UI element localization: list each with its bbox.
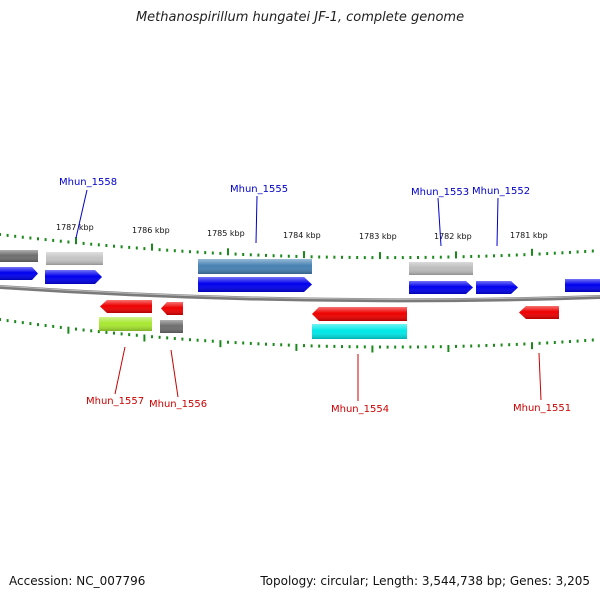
gene-arrow-reverse[interactable] — [312, 307, 407, 321]
gene-arrow-forward[interactable] — [565, 279, 600, 292]
label-leader-line — [255, 195, 258, 244]
gene-arrow-forward[interactable] — [198, 277, 312, 292]
gene-block-cyan[interactable] — [312, 324, 407, 339]
label-leader-line — [114, 346, 126, 395]
gene-label[interactable]: Mhun_1557 — [86, 396, 144, 407]
gene-block-lime[interactable] — [99, 317, 152, 331]
gene-arrow-forward[interactable] — [409, 281, 473, 294]
label-leader-line — [75, 189, 88, 239]
gene-block-lightgray[interactable] — [409, 262, 473, 275]
scale-label: 1786 kbp — [132, 226, 170, 235]
gene-label[interactable]: Mhun_1556 — [149, 399, 207, 410]
label-leader-line — [496, 197, 499, 247]
gene-arrow-reverse[interactable] — [519, 306, 559, 319]
gene-label[interactable]: Mhun_1558 — [59, 177, 117, 188]
gene-block-darkgray[interactable] — [160, 320, 183, 333]
gene-arrow-reverse[interactable] — [161, 302, 183, 315]
label-leader-line — [437, 197, 442, 247]
scale-label: 1785 kbp — [207, 229, 245, 238]
map-title: Methanospirillum hungatei JF-1, complete… — [135, 10, 465, 25]
genome-backbone-highlight — [0, 285, 600, 300]
label-leader-line — [170, 349, 179, 398]
gene-block-steelblue[interactable] — [198, 259, 312, 274]
gene-label[interactable]: Mhun_1553 — [411, 187, 469, 198]
gene-arrow-forward[interactable] — [45, 270, 102, 284]
scale-label: 1784 kbp — [283, 231, 321, 240]
scale-label: 1783 kbp — [359, 232, 397, 241]
gene-arrow-reverse[interactable] — [100, 300, 152, 313]
label-leader-line — [538, 352, 542, 401]
gene-label[interactable]: Mhun_1551 — [513, 403, 571, 414]
gene-arrow-forward[interactable] — [0, 267, 38, 280]
scale-label: 1781 kbp — [510, 231, 548, 240]
gene-label[interactable]: Mhun_1555 — [230, 184, 288, 195]
scale-label: 1782 kbp — [434, 232, 472, 241]
gene-label[interactable]: Mhun_1552 — [472, 186, 530, 197]
genome-backbone — [0, 285, 600, 303]
gene-block-darkgray[interactable] — [0, 250, 38, 262]
scale-ticks-top — [0, 233, 594, 260]
gene-block-lightgray[interactable] — [46, 252, 103, 265]
scale-label: 1787 kbp — [56, 223, 94, 232]
genome-summary-text: Topology: circular; Length: 3,544,738 bp… — [260, 574, 590, 588]
scale-ticks-bottom — [0, 318, 594, 353]
accession-text: Accession: NC_007796 — [9, 574, 146, 588]
gene-label[interactable]: Mhun_1554 — [331, 404, 389, 415]
gene-arrow-forward[interactable] — [476, 281, 518, 294]
